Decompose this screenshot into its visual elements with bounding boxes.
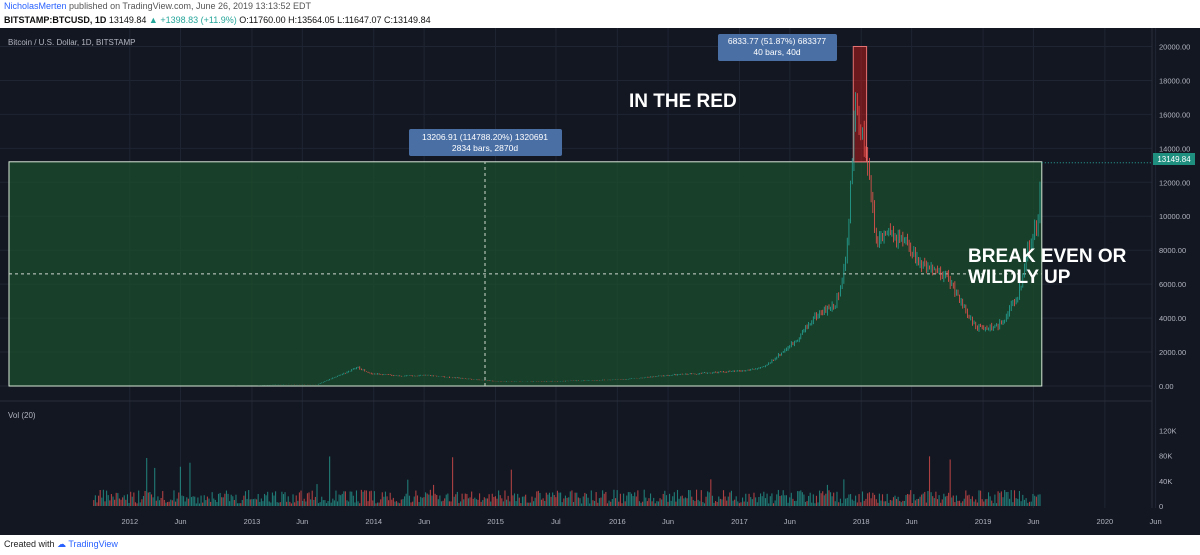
volume-bars (93, 456, 1041, 506)
tradingview-brand-link[interactable]: TradingView (68, 539, 118, 549)
last-price: 13149.84 (108, 15, 147, 25)
y-tick-label: 14000.00 (1159, 144, 1190, 153)
measure-layer (8, 45, 1152, 387)
created-with-text: Created with (4, 539, 55, 549)
measure-label-red-line1: 6833.77 (51.87%) 683377 (728, 36, 827, 46)
y-tick-label: 6000.00 (1159, 280, 1186, 289)
measure-label-big-line2: 2834 bars, 2870d (452, 143, 518, 153)
x-tick-label: Jun (906, 517, 918, 526)
break-even-annotation-line2: WILDLY UP (968, 267, 1071, 288)
x-tick-label: Jun (784, 517, 796, 526)
x-tick-label: 2018 (853, 517, 870, 526)
x-tick-label: Jun (1150, 517, 1162, 526)
chart-title: Bitcoin / U.S. Dollar, 1D, BITSTAMP (8, 38, 135, 47)
price-tag: 13149.84 (1153, 153, 1195, 165)
y-tick-label: 20000.00 (1159, 42, 1190, 51)
x-tick-label: Jun (1027, 517, 1039, 526)
y-tick-label: 8000.00 (1159, 246, 1186, 255)
x-tick-label: 2020 (1097, 517, 1114, 526)
volume-tick-label: 80K (1159, 452, 1172, 461)
y-tick-label: 16000.00 (1159, 110, 1190, 119)
y-tick-label: 4000.00 (1159, 314, 1186, 323)
publish-text: published on TradingView.com, June 26, 2… (69, 1, 312, 11)
x-tick-label: Jun (418, 517, 430, 526)
price-tag-value: 13149.84 (1157, 155, 1191, 164)
x-tick-label: 2015 (487, 517, 504, 526)
created-with: Created with ☁ TradingView (4, 539, 118, 550)
in-the-red-annotation: IN THE RED (629, 91, 737, 112)
x-tick-label: Jun (662, 517, 674, 526)
price-chart[interactable]: 0.00 2000.00 4000.00 6000.00 8000.00 10000.00… (0, 28, 1200, 535)
y-tick-label: 0.00 (1159, 382, 1174, 391)
y-tick-label: 12000.00 (1159, 178, 1190, 187)
x-tick-label: 2014 (365, 517, 382, 526)
x-tick-label: Jun (296, 517, 308, 526)
break-even-annotation-line1: BREAK EVEN OR (968, 246, 1127, 267)
x-tick-label: 2019 (975, 517, 992, 526)
x-tick-label: Jul (551, 517, 561, 526)
chart-header: NicholasMerten published on TradingView.… (0, 0, 1200, 28)
y-tick-label: 2000.00 (1159, 348, 1186, 357)
y-tick-label: 18000.00 (1159, 76, 1190, 85)
y-tick-label: 10000.00 (1159, 212, 1190, 221)
volume-label: Vol (20) (8, 411, 36, 420)
price-series (93, 92, 1041, 386)
volume-tick-label: 120K (1159, 426, 1177, 435)
ohlc-values: O:11760.00 H:13564.05 L:11647.07 C:13149… (239, 15, 431, 25)
volume-tick-label: 0 (1159, 502, 1163, 511)
measure-label-big-line1: 13206.91 (114788.20%) 1320691 (422, 132, 548, 142)
change-value: ▲ +1398.83 (+11.9%) (148, 15, 237, 25)
x-tick-label: 2012 (121, 517, 138, 526)
x-tick-label: 2017 (731, 517, 748, 526)
measure-label-red-line2: 40 bars, 40d (753, 47, 801, 57)
measure-label-red: 6833.77 (51.87%) 683377 40 bars, 40d (718, 34, 837, 61)
symbol-label: BITSTAMP:BTCUSD, 1D (4, 15, 107, 25)
in-the-red-range (852, 45, 868, 163)
x-tick-label: 2016 (609, 517, 626, 526)
author-link[interactable]: NicholasMerten (4, 1, 67, 11)
x-tick-label: Jun (174, 517, 186, 526)
volume-tick-label: 40K (1159, 477, 1172, 486)
publish-info: NicholasMerten published on TradingView.… (4, 1, 311, 11)
chart-footer: Created with ☁ TradingView (0, 535, 1200, 555)
x-tick-label: 2013 (244, 517, 261, 526)
tradingview-logo-icon: ☁ (57, 539, 67, 549)
quote-info: BITSTAMP:BTCUSD, 1D 13149.84 ▲ +1398.83 … (4, 15, 431, 25)
measure-label-big: 13206.91 (114788.20%) 1320691 2834 bars,… (409, 129, 562, 156)
axes: 0.00 2000.00 4000.00 6000.00 8000.00 10000.00… (0, 28, 1200, 526)
